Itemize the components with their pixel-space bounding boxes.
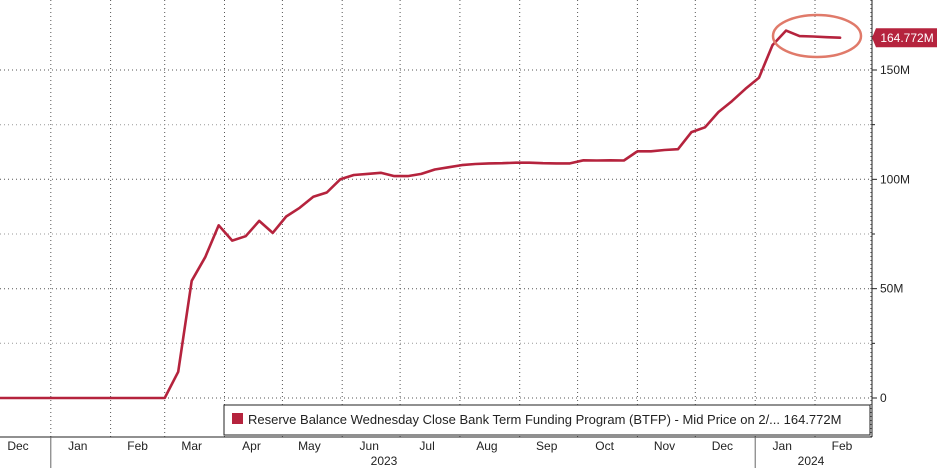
x-tick-label: Feb xyxy=(127,439,148,453)
data-point xyxy=(690,131,692,133)
data-point xyxy=(447,166,449,168)
data-point xyxy=(258,220,260,222)
axes: 0 50M 100M 150M Dec Jan Feb Mar Apr May Jun Jul Aug S… xyxy=(0,0,910,468)
data-point xyxy=(380,172,382,174)
data-point xyxy=(582,159,584,161)
data-point xyxy=(285,215,287,217)
data-point xyxy=(17,397,19,399)
data-point xyxy=(839,37,841,39)
data-point xyxy=(218,224,220,226)
x-tick-label: Jan xyxy=(68,439,87,453)
data-point xyxy=(825,36,827,38)
data-point xyxy=(136,397,138,399)
data-point xyxy=(50,397,52,399)
data-point xyxy=(231,239,233,241)
legend-label: Reserve Balance Wednesday Close Bank Ter… xyxy=(248,412,841,427)
data-point xyxy=(77,397,79,399)
year-label: 2023 xyxy=(371,454,398,468)
x-tick-label: May xyxy=(298,439,321,453)
data-point xyxy=(164,397,166,399)
data-point xyxy=(191,280,193,282)
year-label: 2024 xyxy=(798,454,825,468)
data-point xyxy=(312,196,314,198)
grid xyxy=(0,0,872,437)
data-point xyxy=(393,175,395,177)
data-point xyxy=(353,174,355,176)
data-point xyxy=(717,111,719,113)
x-tick-label: Sep xyxy=(536,439,558,453)
x-tick-label: Mar xyxy=(181,439,202,453)
data-point xyxy=(474,163,476,165)
x-tick-label: Dec xyxy=(712,439,733,453)
x-tick-label: Oct xyxy=(595,439,614,453)
data-point xyxy=(785,29,787,31)
y-tick-label: 150M xyxy=(880,63,910,77)
data-point xyxy=(758,77,760,79)
data-point xyxy=(812,35,814,37)
data-point xyxy=(501,162,503,164)
data-point xyxy=(528,162,530,164)
data-point xyxy=(245,235,247,237)
data-point xyxy=(366,173,368,175)
data-point xyxy=(704,126,706,128)
data-point xyxy=(663,149,665,151)
data-point xyxy=(461,164,463,166)
y-tick-label: 0 xyxy=(880,391,887,405)
data-point xyxy=(569,162,571,164)
data-point xyxy=(326,191,328,193)
data-point xyxy=(677,148,679,150)
data-point xyxy=(515,162,517,164)
legend-box xyxy=(223,404,871,436)
last-value-tag xyxy=(872,28,937,48)
x-tick-label: Jan xyxy=(773,439,792,453)
x-tick-label: Jun xyxy=(360,439,379,453)
data-point xyxy=(434,168,436,170)
data-point xyxy=(731,100,733,102)
data-point xyxy=(177,371,179,373)
highlight-circle xyxy=(771,13,863,59)
data-point xyxy=(636,150,638,152)
y-tick-label: 50M xyxy=(880,282,903,296)
x-tick-label: Aug xyxy=(476,439,497,453)
data-point xyxy=(798,35,800,37)
x-tick-label: Jul xyxy=(419,439,434,453)
data-point xyxy=(272,232,274,234)
x-tick-label: Dec xyxy=(7,439,28,453)
series-layer xyxy=(0,29,842,400)
series-line xyxy=(0,29,842,400)
data-point xyxy=(542,162,544,164)
data-point xyxy=(623,159,625,161)
data-point xyxy=(771,44,773,46)
data-point xyxy=(204,256,206,258)
legend-swatch xyxy=(232,413,243,424)
data-point xyxy=(596,159,598,161)
data-point xyxy=(109,397,111,399)
data-point xyxy=(609,159,611,161)
x-tick-label: Apr xyxy=(242,439,261,453)
annotations: 164.772M xyxy=(771,13,937,59)
data-point xyxy=(407,175,409,177)
data-point xyxy=(555,162,557,164)
legend: Reserve Balance Wednesday Close Bank Ter… xyxy=(223,404,871,436)
x-tick-label: Feb xyxy=(832,439,853,453)
data-point xyxy=(339,178,341,180)
y-tick-label: 100M xyxy=(880,172,910,186)
data-point xyxy=(299,207,301,209)
last-value-label: 164.772M xyxy=(880,31,933,45)
data-point xyxy=(488,162,490,164)
x-tick-label: Nov xyxy=(654,439,675,453)
data-point xyxy=(650,150,652,152)
data-point xyxy=(744,88,746,90)
data-point xyxy=(420,173,422,175)
